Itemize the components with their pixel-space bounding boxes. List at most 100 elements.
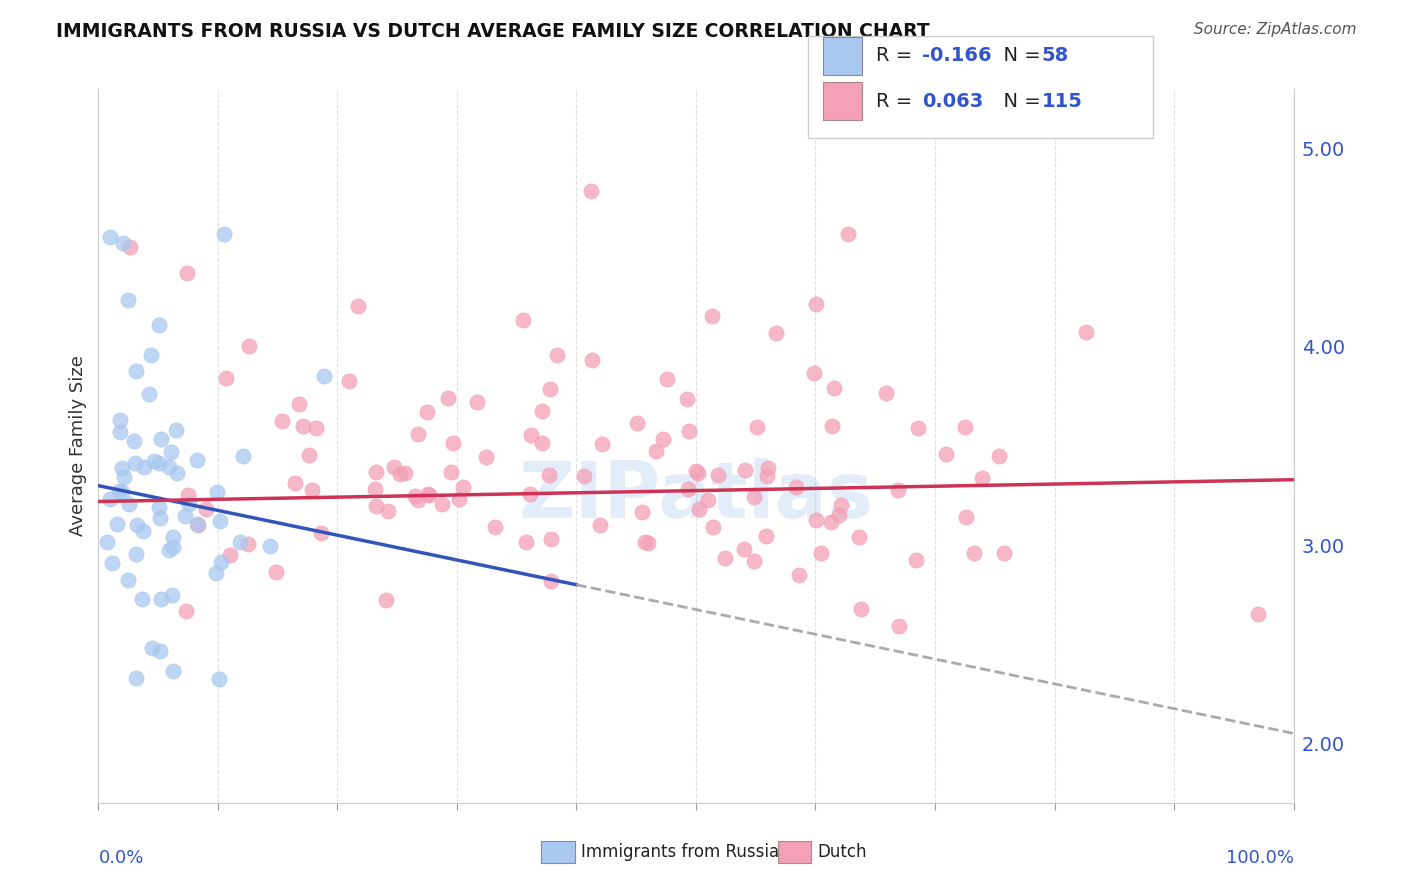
Point — [828, 508, 851, 522]
Point — [530, 435, 553, 450]
Point — [187, 517, 209, 532]
Point — [579, 184, 602, 198]
Point — [406, 427, 429, 442]
Point — [287, 397, 309, 411]
Point — [108, 425, 131, 439]
Point — [755, 529, 778, 543]
Point — [907, 420, 929, 434]
Point — [440, 465, 463, 479]
Point — [591, 437, 613, 451]
Point — [418, 488, 440, 502]
Text: 100.0%: 100.0% — [1226, 849, 1294, 867]
Point — [149, 511, 172, 525]
Point — [232, 449, 254, 463]
Point — [132, 524, 155, 538]
Text: 0.0%: 0.0% — [98, 849, 143, 867]
Point — [837, 227, 859, 241]
Point — [531, 404, 554, 418]
Point — [142, 454, 165, 468]
Point — [765, 326, 787, 340]
Point — [416, 405, 439, 419]
Point — [702, 309, 724, 323]
Point — [1074, 325, 1097, 339]
Point — [157, 459, 180, 474]
Point — [453, 480, 475, 494]
Point — [538, 382, 561, 396]
Point — [375, 592, 398, 607]
Text: IMMIGRANTS FROM RUSSIA VS DUTCH AVERAGE FAMILY SIZE CORRELATION CHART: IMMIGRANTS FROM RUSSIA VS DUTCH AVERAGE … — [56, 22, 929, 41]
Point — [685, 465, 707, 479]
Point — [707, 468, 730, 483]
Point — [259, 539, 281, 553]
Point — [165, 423, 187, 437]
Point — [186, 516, 208, 531]
Point — [572, 469, 595, 483]
Point — [125, 517, 148, 532]
Point — [787, 567, 810, 582]
Point — [160, 588, 183, 602]
Point — [823, 380, 845, 394]
Point — [205, 484, 228, 499]
Point — [284, 475, 307, 490]
Point — [110, 413, 132, 427]
Point — [475, 450, 498, 464]
Point — [849, 601, 872, 615]
Point — [441, 435, 464, 450]
Point — [742, 490, 765, 504]
Text: Immigrants from Russia: Immigrants from Russia — [581, 843, 779, 862]
Point — [988, 449, 1011, 463]
Point — [465, 394, 488, 409]
Point — [177, 488, 200, 502]
Point — [105, 516, 128, 531]
Point — [904, 552, 927, 566]
Point — [205, 566, 228, 580]
Point — [955, 510, 977, 524]
Point — [484, 520, 506, 534]
Point — [148, 456, 170, 470]
Point — [148, 500, 170, 514]
Point — [174, 509, 197, 524]
Point — [630, 506, 652, 520]
Point — [138, 387, 160, 401]
Point — [112, 235, 135, 250]
Point — [637, 536, 659, 550]
Point — [292, 419, 315, 434]
Point — [820, 515, 842, 529]
Point — [208, 672, 231, 686]
Point — [955, 420, 977, 434]
Point — [364, 482, 387, 496]
Point — [96, 535, 118, 549]
Y-axis label: Average Family Size: Average Family Size — [69, 356, 87, 536]
Point — [107, 483, 129, 498]
Point — [305, 420, 328, 434]
Point — [430, 498, 453, 512]
Point — [157, 543, 180, 558]
Point — [540, 532, 562, 546]
Point — [581, 352, 603, 367]
Point — [174, 604, 197, 618]
Point — [122, 434, 145, 449]
Point — [264, 565, 287, 579]
Point — [696, 493, 718, 508]
Point — [810, 546, 832, 560]
Point — [537, 468, 560, 483]
Text: N =: N = — [991, 46, 1047, 65]
Point — [848, 530, 870, 544]
Point — [112, 470, 135, 484]
Point — [301, 483, 323, 497]
Point — [644, 444, 666, 458]
Text: Dutch: Dutch — [817, 843, 866, 862]
Point — [337, 374, 360, 388]
Point — [688, 502, 710, 516]
Point — [963, 546, 986, 560]
Point — [132, 460, 155, 475]
Point — [141, 641, 163, 656]
Point — [804, 513, 827, 527]
Point — [195, 501, 218, 516]
Point — [271, 414, 294, 428]
Point — [678, 424, 700, 438]
Point — [678, 482, 700, 496]
Text: 0.063: 0.063 — [922, 92, 984, 111]
Text: N =: N = — [991, 92, 1047, 111]
Point — [186, 453, 208, 467]
